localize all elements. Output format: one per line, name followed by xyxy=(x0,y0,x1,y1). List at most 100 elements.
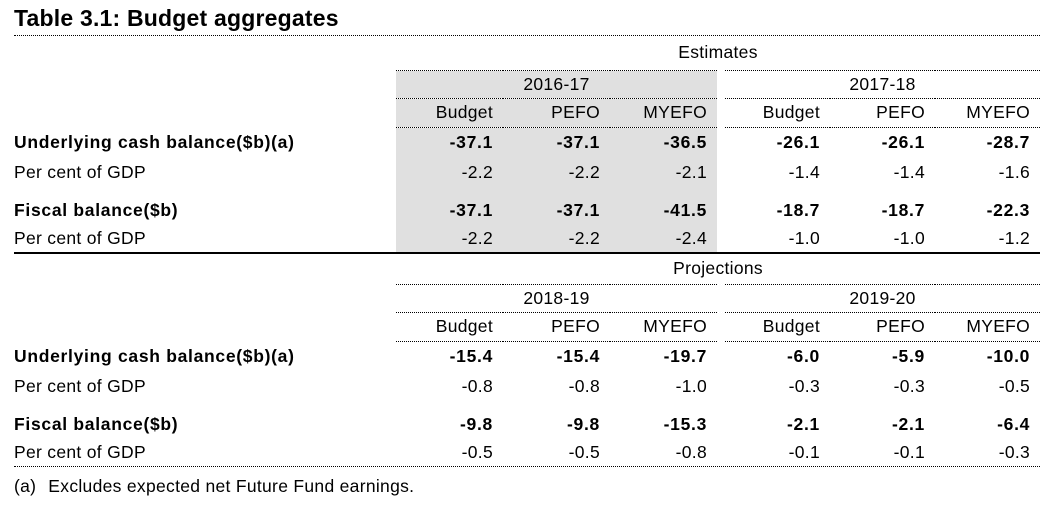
column-header-pefo: PEFO xyxy=(503,311,610,342)
section-title-estimates: Estimates xyxy=(678,42,758,63)
year-row: 2016-17 2017-18 xyxy=(14,69,1041,98)
value-cell: -1.6 xyxy=(998,161,1031,182)
spacer-cell xyxy=(725,187,1040,196)
column-header-pefo: PEFO xyxy=(830,97,935,128)
section-title-projections: Projections xyxy=(673,258,763,279)
value-cell: -2.4 xyxy=(610,224,717,252)
value-cell: -37.1 xyxy=(503,196,610,224)
spacer-cell xyxy=(14,401,396,410)
value-cell: -41.5 xyxy=(610,196,717,224)
column-gap xyxy=(717,438,725,466)
table-row: Underlying cash balance($b)(a) -37.1 -37… xyxy=(14,127,1040,157)
value-cell: -1.0 xyxy=(788,227,820,248)
value-cell: -9.8 xyxy=(460,413,493,434)
value-cell: -15.4 xyxy=(556,345,600,366)
value-cell: -6.4 xyxy=(997,413,1031,434)
column-gap xyxy=(717,401,725,410)
value-cell: -0.3 xyxy=(998,441,1031,462)
column-gap xyxy=(717,157,725,187)
value-cell: -1.4 xyxy=(788,161,820,182)
table-row: Fiscal balance($b) -9.8 -9.8 -15.3 -2.1 … xyxy=(14,410,1040,438)
spacer-cell xyxy=(14,312,396,341)
value-cell: -2.1 xyxy=(610,157,717,187)
column-header-budget: Budget xyxy=(725,311,830,342)
spacer-cell xyxy=(396,401,717,410)
year-row: 2018-19 2019-20 xyxy=(14,283,1041,312)
column-gap xyxy=(717,70,725,98)
table-row: Fiscal balance($b) -37.1 -37.1 -41.5 -18… xyxy=(14,196,1040,224)
column-header-pefo: PEFO xyxy=(830,311,935,342)
column-header-myefo: MYEFO xyxy=(935,311,1041,342)
row-label: Underlying cash balance($b)(a) xyxy=(14,345,295,366)
table-row: Per cent of GDP -0.8 -0.8 -1.0 -0.3 -0.3… xyxy=(14,371,1040,401)
row-spacer xyxy=(14,187,1040,196)
column-header-row: Budget PEFO MYEFO Budget PEFO MYEFO xyxy=(14,311,1041,342)
spacer-cell xyxy=(725,401,1040,410)
column-gap xyxy=(717,371,725,401)
value-cell: -0.5 xyxy=(461,441,493,462)
row-label: Per cent of GDP xyxy=(14,227,146,248)
spacer-cell xyxy=(14,98,396,127)
row-label: Fiscal balance($b) xyxy=(14,199,179,220)
value-cell: -1.4 xyxy=(893,161,925,182)
value-cell: -1.0 xyxy=(893,227,925,248)
column-header-myefo: MYEFO xyxy=(610,97,717,128)
page-title: Table 3.1: Budget aggregates xyxy=(14,5,1040,36)
value-cell: -37.1 xyxy=(396,196,503,224)
value-cell: -19.7 xyxy=(663,345,707,366)
column-gap xyxy=(717,341,725,371)
spacer-cell xyxy=(396,187,717,196)
value-cell: -2.1 xyxy=(892,413,925,434)
column-gap xyxy=(717,312,725,341)
value-cell: -0.5 xyxy=(998,375,1031,396)
table-row: Underlying cash balance($b)(a) -15.4 -15… xyxy=(14,341,1040,371)
column-gap xyxy=(717,224,725,252)
value-cell: -26.1 xyxy=(776,131,820,152)
value-cell: -5.9 xyxy=(892,345,925,366)
value-cell: -2.2 xyxy=(396,157,503,187)
value-cell: -18.7 xyxy=(881,199,925,220)
value-cell: -2.2 xyxy=(503,224,610,252)
estimates-table: Estimates 2016-17 2017-18 Budget PEFO MY… xyxy=(14,36,1041,252)
value-cell: -18.7 xyxy=(776,199,820,220)
value-cell: -37.1 xyxy=(396,127,503,157)
spacer-cell xyxy=(14,70,396,98)
column-gap xyxy=(717,98,725,127)
value-cell: -0.5 xyxy=(568,441,600,462)
column-header-budget: Budget xyxy=(725,97,830,128)
column-gap xyxy=(717,187,725,196)
row-label: Fiscal balance($b) xyxy=(14,413,179,434)
footnote-text: Excludes expected net Future Fund earnin… xyxy=(48,476,415,496)
table-row: Per cent of GDP -2.2 -2.2 -2.1 -1.4 -1.4… xyxy=(14,157,1040,187)
year-group-label-2016-17: 2016-17 xyxy=(396,69,717,98)
value-cell: -1.2 xyxy=(998,227,1031,248)
footnote: (a) Excludes expected net Future Fund ear… xyxy=(14,466,1040,497)
row-label: Per cent of GDP xyxy=(14,161,146,182)
value-cell: -22.3 xyxy=(986,199,1031,220)
row-spacer xyxy=(14,401,1040,410)
value-cell: -0.8 xyxy=(675,441,707,462)
value-cell: -28.7 xyxy=(986,131,1031,152)
value-cell: -6.0 xyxy=(787,345,820,366)
row-label: Underlying cash balance($b)(a) xyxy=(14,131,295,152)
value-cell: -2.2 xyxy=(503,157,610,187)
value-cell: -26.1 xyxy=(881,131,925,152)
section-divider xyxy=(14,252,1040,254)
column-gap xyxy=(717,410,725,438)
year-group-label-2019-20: 2019-20 xyxy=(725,283,1041,312)
spacer-cell xyxy=(14,284,396,312)
table-row: Per cent of GDP -0.5 -0.5 -0.8 -0.1 -0.1… xyxy=(14,438,1040,466)
value-cell: -0.3 xyxy=(788,375,820,396)
value-cell: -15.4 xyxy=(449,345,493,366)
value-cell: -2.1 xyxy=(787,413,820,434)
page: Table 3.1: Budget aggregates Estimates 2… xyxy=(14,5,1041,497)
year-group-label-2018-19: 2018-19 xyxy=(396,283,717,312)
section-title-row: Estimates xyxy=(14,36,1040,70)
value-cell: -10.0 xyxy=(986,345,1031,366)
column-gap xyxy=(717,127,725,157)
value-cell: -0.3 xyxy=(893,375,925,396)
value-cell: -0.1 xyxy=(893,441,925,462)
column-gap xyxy=(717,196,725,224)
value-cell: -9.8 xyxy=(567,413,600,434)
value-cell: -0.8 xyxy=(568,375,600,396)
